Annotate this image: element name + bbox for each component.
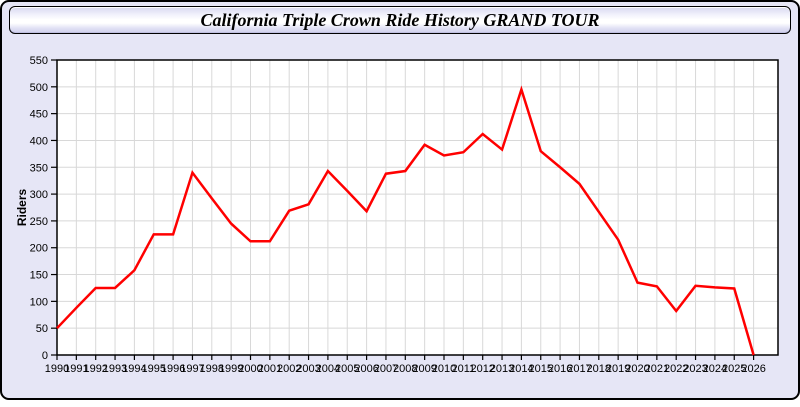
y-axis: 0 50 100 150 200 250 300 350 400 450 500 550: [30, 55, 57, 362]
x-tick-label: 1990: [45, 363, 69, 375]
x-tick-label: 2011: [452, 363, 476, 375]
x-tick-label: 1993: [103, 363, 127, 375]
y-axis-title: Riders: [15, 189, 29, 227]
y-tick-label: 450: [30, 109, 48, 121]
y-tick-label: 300: [30, 189, 48, 201]
x-tick-label: 2006: [354, 363, 378, 375]
y-tick-label: 550: [30, 55, 48, 67]
data-line-riders: [56, 85, 755, 356]
x-tick-label: 2016: [548, 363, 572, 375]
x-tick-label: 2001: [258, 363, 282, 375]
chart-title: California Triple Crown Ride History GRA…: [200, 9, 600, 30]
chart-title-bar: California Triple Crown Ride History GRA…: [9, 6, 791, 34]
x-tick-label: 2025: [722, 363, 746, 375]
x-tick-label: 1998: [200, 363, 224, 375]
plot-background: [57, 60, 778, 355]
y-tick-label: 50: [36, 323, 48, 335]
y-tick-label: 150: [30, 270, 48, 282]
y-tick-label: 200: [30, 243, 48, 255]
x-tick-label: 1991: [64, 363, 88, 375]
x-axis: 1990199119921993199419951996199719981999…: [45, 355, 766, 375]
x-tick-label: 2008: [393, 363, 417, 375]
x-tick-label: 2023: [683, 363, 707, 375]
x-tick-label: 2015: [529, 363, 553, 375]
x-tick-label: 1992: [83, 363, 107, 375]
x-tick-label: 1994: [122, 363, 146, 375]
x-tick-label: 2024: [703, 363, 727, 375]
x-tick-label: 2010: [432, 363, 456, 375]
x-tick-label: 2005: [335, 363, 359, 375]
x-tick-label: 2021: [645, 363, 669, 375]
y-tick-label: 500: [30, 82, 48, 94]
y-tick-label: 100: [30, 296, 48, 308]
x-tick-label: 2013: [490, 363, 514, 375]
x-tick-label: 2018: [587, 363, 611, 375]
x-tick-label: 2022: [664, 363, 688, 375]
x-tick-label: 2020: [625, 363, 649, 375]
y-tick-label: 400: [30, 135, 48, 147]
x-tick-label: 2009: [412, 363, 436, 375]
x-tick-label: 1995: [142, 363, 166, 375]
y-tick-label: 250: [30, 216, 48, 228]
x-tick-label: 2004: [316, 363, 340, 375]
x-tick-label: 2014: [509, 363, 533, 375]
gridlines: [56, 59, 778, 355]
x-tick-label: 2002: [277, 363, 301, 375]
x-tick-label: 2017: [567, 363, 591, 375]
x-tick-label: 1996: [161, 363, 185, 375]
plot-frame: [56, 59, 779, 356]
x-tick-label: 2003: [296, 363, 320, 375]
y-tick-label: 0: [42, 350, 48, 362]
x-tick-label: 2019: [606, 363, 630, 375]
x-tick-label: 2012: [470, 363, 494, 375]
y-tick-label: 350: [30, 162, 48, 174]
x-tick-label: 1999: [219, 363, 243, 375]
x-tick-label: 2026: [741, 363, 765, 375]
x-tick-label: 2007: [374, 363, 398, 375]
x-tick-label: 1997: [180, 363, 204, 375]
x-tick-label: 2000: [238, 363, 262, 375]
